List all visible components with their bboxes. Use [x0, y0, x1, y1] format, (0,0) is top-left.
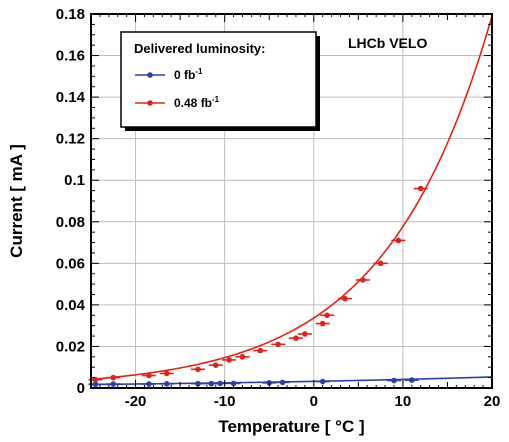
data-point	[195, 366, 201, 373]
x-tick-label: 10	[395, 393, 412, 410]
data-point	[146, 381, 152, 387]
data-point	[110, 381, 117, 387]
data-point	[163, 381, 170, 387]
data-point	[239, 354, 246, 360]
y-tick-label: 0.18	[56, 6, 85, 23]
legend-entry-superscript: -1	[212, 95, 220, 104]
tick-labels: -20 -10 0 10 20 0 0.02 0.04 0.06 0.08 0.1 0.12 0.14 0…	[56, 6, 501, 410]
legend-marker	[147, 100, 153, 106]
data-point	[324, 312, 330, 319]
legend-entry-base: 0 fb	[174, 68, 195, 82]
data-point	[110, 374, 117, 381]
data-point	[409, 377, 415, 383]
data-point	[293, 335, 299, 341]
x-tick-label: -10	[214, 393, 236, 410]
data-point	[257, 347, 264, 354]
data-point	[342, 295, 348, 302]
x-tick-label: -20	[125, 393, 147, 410]
data-point	[92, 376, 99, 383]
data-point	[275, 341, 281, 348]
data-point	[195, 380, 201, 387]
data-point	[230, 380, 237, 387]
y-tick-label: 0	[77, 380, 85, 397]
legend-box	[120, 31, 317, 128]
data-point	[208, 380, 215, 387]
data-point	[377, 260, 384, 267]
data-point	[359, 277, 366, 283]
y-tick-label: 0.08	[56, 214, 85, 231]
legend-entry-base: 0.48 fb	[174, 96, 212, 110]
data-point	[391, 377, 397, 384]
data-point	[146, 372, 152, 379]
legend-entries: 0 fb-10.48 fb-1	[135, 67, 220, 110]
legend: Delivered luminosity: 0 fb-10.48 fb-1	[120, 31, 320, 131]
y-tick-label: 0.02	[56, 338, 85, 355]
data-point	[163, 370, 170, 377]
data-point	[417, 185, 424, 192]
axis-ticks	[90, 13, 493, 389]
data-point	[279, 379, 286, 386]
data-point	[395, 237, 402, 244]
chart-annotation: LHCb VELO	[348, 35, 427, 51]
legend-entry-label: 0.48 fb-1	[174, 95, 220, 110]
legend-marker	[147, 72, 153, 78]
x-axis-label: Temperature [ °C ]	[218, 417, 364, 436]
legend-title: Delivered luminosity:	[134, 41, 265, 56]
legend-entry-superscript: -1	[195, 67, 203, 76]
y-tick-label: 0.06	[56, 255, 85, 272]
data-points	[88, 185, 428, 388]
y-axis-label: Current [ mA ]	[7, 144, 26, 258]
y-tick-label: 0.16	[56, 48, 85, 65]
fit-curve	[90, 376, 493, 386]
legend-entry-label: 0 fb-1	[174, 67, 203, 82]
data-point	[217, 380, 224, 387]
data-point	[319, 378, 326, 385]
data-point	[226, 357, 232, 363]
y-tick-label: 0.12	[56, 131, 85, 148]
data-point	[92, 381, 99, 388]
x-tick-label: 0	[310, 393, 318, 410]
data-point	[302, 331, 308, 337]
x-tick-label: 20	[484, 393, 501, 410]
y-tick-label: 0.14	[56, 89, 86, 106]
data-point	[212, 362, 219, 368]
y-tick-label: 0.04	[56, 297, 86, 314]
y-tick-label: 0.1	[64, 172, 85, 189]
data-point	[319, 320, 326, 327]
